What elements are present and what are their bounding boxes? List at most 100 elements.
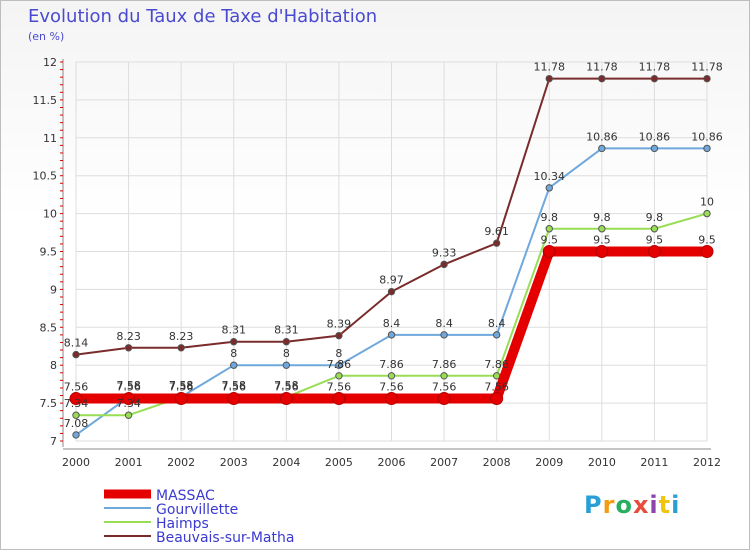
x-tick-label: 2005 bbox=[325, 456, 353, 469]
data-label: 11.78 bbox=[534, 61, 566, 74]
logo-letter: i bbox=[649, 491, 659, 519]
data-point bbox=[124, 344, 133, 352]
chart-title: Evolution du Taux de Taxe d'Habitation bbox=[28, 6, 378, 27]
data-point bbox=[598, 144, 606, 153]
legend-label: MASSAC bbox=[156, 488, 215, 504]
data-label: 8.4 bbox=[435, 317, 453, 330]
data-label: 10.86 bbox=[586, 130, 618, 143]
y-tick-label: 11.5 bbox=[33, 94, 58, 107]
y-tick-label: 7 bbox=[50, 435, 57, 448]
series-layer bbox=[69, 74, 714, 439]
data-point bbox=[437, 392, 451, 406]
data-label: 7.56 bbox=[379, 381, 404, 394]
x-tick-label: 2003 bbox=[220, 456, 248, 469]
data-label: 8 bbox=[230, 347, 237, 360]
data-point bbox=[542, 245, 556, 258]
data-label: 7.56 bbox=[274, 381, 299, 394]
logo-letter: o bbox=[615, 491, 633, 519]
data-label: 8 bbox=[335, 347, 342, 360]
data-label: 7.56 bbox=[484, 381, 509, 394]
grid-layer bbox=[75, 61, 708, 442]
y-tick-label: 12 bbox=[43, 56, 57, 69]
data-label: 7.56 bbox=[222, 381, 247, 394]
data-point bbox=[335, 372, 343, 380]
data-point bbox=[703, 144, 711, 153]
data-label: 7.34 bbox=[64, 397, 89, 410]
data-point bbox=[598, 74, 606, 83]
data-point bbox=[595, 245, 609, 258]
data-label: 7.86 bbox=[379, 358, 404, 371]
y-tick-label: 10.5 bbox=[33, 170, 58, 183]
data-point bbox=[650, 225, 659, 233]
x-tick-label: 2010 bbox=[588, 456, 616, 469]
data-point bbox=[335, 331, 343, 340]
data-point bbox=[440, 331, 448, 339]
x-tick-label: 2004 bbox=[272, 456, 300, 469]
y-tick-label: 11 bbox=[43, 132, 57, 145]
data-point bbox=[72, 411, 80, 419]
data-label: 10.86 bbox=[691, 130, 723, 143]
data-label: 8 bbox=[283, 347, 290, 360]
logo-letter: i bbox=[671, 491, 681, 519]
data-label: 8.23 bbox=[116, 330, 141, 343]
data-point bbox=[72, 350, 80, 359]
y-tick-label: 9 bbox=[50, 283, 57, 296]
data-point bbox=[72, 431, 80, 439]
data-label: 8.39 bbox=[327, 318, 352, 331]
data-point bbox=[598, 225, 606, 233]
data-point bbox=[335, 361, 343, 369]
data-point bbox=[440, 372, 448, 380]
data-point bbox=[177, 344, 185, 352]
x-tick-label: 2006 bbox=[378, 456, 406, 469]
data-label: 8.4 bbox=[488, 317, 506, 330]
data-point bbox=[332, 392, 346, 406]
data-label: 7.56 bbox=[169, 381, 194, 394]
data-label: 9.8 bbox=[541, 211, 559, 224]
data-point bbox=[387, 372, 396, 380]
data-label: 7.56 bbox=[327, 381, 352, 394]
data-point bbox=[650, 74, 659, 83]
data-label-layer: 7.56 7.56 7.56 7.56 7.56 7.56 7.56 7.56 7.56 9.5 9… bbox=[64, 61, 723, 430]
y-tick-label: 7.5 bbox=[40, 397, 58, 410]
data-label: 10.34 bbox=[534, 170, 566, 183]
data-point bbox=[387, 287, 396, 296]
data-label: 7.86 bbox=[327, 358, 352, 371]
data-label: 8.23 bbox=[169, 330, 194, 343]
data-point bbox=[650, 144, 659, 153]
data-point bbox=[387, 331, 396, 339]
x-tick-label: 2012 bbox=[693, 456, 721, 469]
data-point bbox=[174, 392, 188, 406]
data-label: 7.86 bbox=[484, 358, 509, 371]
data-point bbox=[282, 338, 291, 346]
x-tick-label: 2001 bbox=[115, 456, 143, 469]
data-point bbox=[545, 74, 553, 83]
data-label: 7.58 bbox=[222, 379, 247, 392]
data-label: 7.58 bbox=[169, 379, 194, 392]
data-label: 7.34 bbox=[116, 397, 141, 410]
data-label: 8.4 bbox=[383, 317, 401, 330]
data-point bbox=[700, 245, 714, 258]
legend-label: Haimps bbox=[156, 516, 209, 532]
data-point bbox=[490, 392, 504, 406]
legend: MASSACGourvilletteHaimpsBeauvais-sur-Mat… bbox=[104, 488, 294, 546]
data-point bbox=[279, 392, 293, 406]
data-point bbox=[647, 245, 661, 258]
logo-letter: t bbox=[658, 491, 672, 519]
data-label: 9.5 bbox=[541, 234, 559, 247]
data-point bbox=[545, 225, 553, 233]
data-label: 11.78 bbox=[639, 61, 671, 74]
data-label: 11.78 bbox=[586, 61, 618, 74]
data-label: 9.61 bbox=[484, 225, 509, 238]
y-tick-label: 8 bbox=[50, 359, 57, 372]
data-point bbox=[69, 392, 83, 406]
x-tick-label: 2002 bbox=[167, 456, 195, 469]
data-point bbox=[227, 392, 241, 406]
data-point bbox=[230, 338, 238, 346]
logo-letter: P bbox=[584, 491, 603, 519]
data-label: 7.58 bbox=[274, 379, 299, 392]
logo-letter: x bbox=[632, 491, 650, 519]
logo-letter: r bbox=[602, 491, 616, 519]
data-point bbox=[122, 392, 136, 406]
